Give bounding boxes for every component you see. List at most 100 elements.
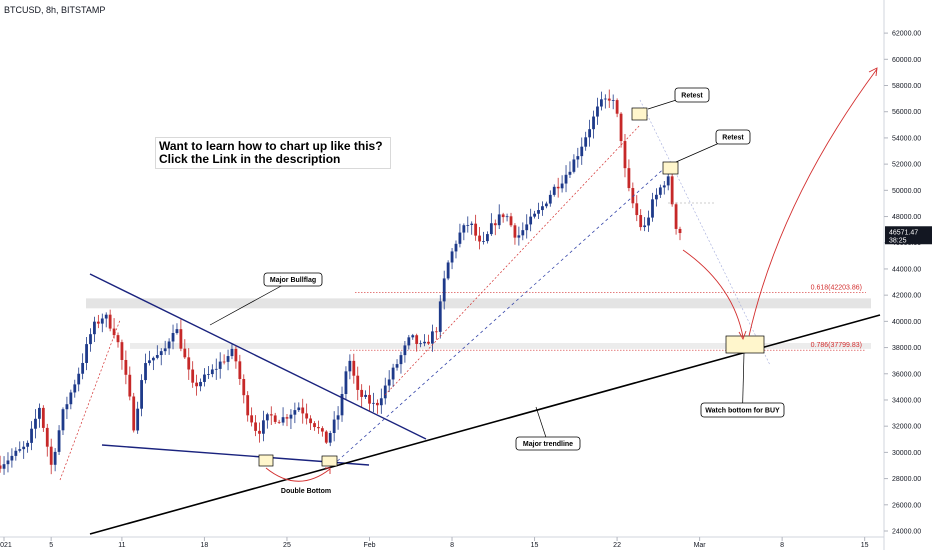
candle-body <box>10 455 14 461</box>
retest-box-2 <box>662 161 679 175</box>
support-zone-lower <box>130 342 871 349</box>
candle-body <box>246 395 250 416</box>
candle-body <box>273 415 277 422</box>
candle-body <box>474 223 478 236</box>
candle-body <box>379 398 383 406</box>
candle-body <box>486 234 489 242</box>
candle-body <box>348 360 352 372</box>
candle-body <box>552 186 556 195</box>
candle-body <box>38 407 41 419</box>
price-tick-label: 32000.00 <box>892 424 921 431</box>
candle-body <box>438 301 442 332</box>
candle-body <box>387 379 391 386</box>
support-zone-upper-band <box>86 298 871 309</box>
retest-callout-2-box <box>715 129 751 145</box>
candle-body <box>61 409 65 431</box>
promo-line-2: Click the Link in the description <box>159 152 341 166</box>
candle-body <box>623 141 627 169</box>
candle-body <box>53 451 57 465</box>
candle-body <box>427 341 430 344</box>
time-tick-label: 22 <box>613 542 621 549</box>
candle-body <box>655 194 658 200</box>
candle-body <box>116 335 120 343</box>
time-tick-label: Feb <box>363 542 375 549</box>
candle-body <box>666 176 670 186</box>
candle-body <box>159 351 163 356</box>
candle-body <box>407 337 411 346</box>
candle-body <box>627 168 631 189</box>
candle-body <box>423 341 426 344</box>
candle-body <box>643 225 647 228</box>
candle-body <box>120 342 124 360</box>
candle-body <box>670 176 674 205</box>
candle-body <box>470 223 474 225</box>
buy-callout-leader <box>742 352 745 411</box>
candle-body <box>364 394 367 397</box>
candle-body <box>45 427 49 447</box>
candle-body <box>434 331 438 333</box>
price-axis[interactable]: 24000.00 26000.00 28000.00 30000.00 32000.00… <box>883 0 932 550</box>
candle-body <box>265 414 269 421</box>
bullflag-upper-line <box>89 273 427 440</box>
candle-body <box>478 235 481 242</box>
candle-body <box>415 335 419 344</box>
candle-body <box>599 99 603 107</box>
candle-body <box>513 225 517 238</box>
time-tick-label: 15 <box>861 542 869 549</box>
candle-body <box>529 216 533 225</box>
candle-body <box>541 206 544 211</box>
candle-body <box>93 321 96 335</box>
candle-body <box>619 113 623 142</box>
candle-body <box>277 421 281 423</box>
candle-body <box>73 384 77 393</box>
support-zones <box>86 298 871 349</box>
candle-body <box>136 408 140 431</box>
candle-body <box>544 203 548 207</box>
price-tick-label: 24000.00 <box>892 529 921 536</box>
candle-body <box>230 348 234 357</box>
candle-body <box>14 450 18 456</box>
bullflag-callout-label: Major Bullflag <box>270 277 316 284</box>
candle-body <box>501 214 505 218</box>
buy-callout-label: Watch bottom for BUY <box>705 408 780 415</box>
price-tick-label: 36000.00 <box>892 371 921 378</box>
candle-body <box>226 356 230 362</box>
price-tick-label: 58000.00 <box>892 83 921 90</box>
candle-body <box>525 224 529 231</box>
candle-body <box>360 389 364 397</box>
retest-callout-1-box <box>674 87 710 103</box>
retest-callout-1-label: Retest <box>681 93 703 100</box>
candle-body <box>352 360 356 376</box>
time-axis[interactable]: 2021 5 11 18 25 Feb 8 15 22 Mar 8 15 <box>0 536 884 549</box>
candle-body <box>179 329 183 349</box>
candle-body <box>356 375 360 390</box>
candle-body <box>65 404 69 410</box>
candle-body <box>505 216 509 218</box>
double-bottom-arc <box>265 467 331 482</box>
candle-body <box>320 428 324 432</box>
price-tick-label: 26000.00 <box>892 502 921 509</box>
price-tick-label: 60000.00 <box>892 57 921 64</box>
projection-arrow-down <box>682 249 744 338</box>
retest-callout-2-label: Retest <box>722 135 744 142</box>
candle-body <box>458 232 462 244</box>
candle-body <box>537 210 540 214</box>
price-tick-label: 44000.00 <box>892 266 921 273</box>
candle-body <box>301 407 305 414</box>
candle-body <box>497 214 501 226</box>
candle-body <box>22 446 26 450</box>
candle-body <box>466 224 470 226</box>
candle-body <box>250 415 254 423</box>
candle-body <box>419 343 423 345</box>
candle-body <box>124 359 128 375</box>
candle-body <box>560 183 564 189</box>
time-tick-label: 18 <box>201 542 209 549</box>
candle-body <box>658 187 662 195</box>
candle-body <box>297 407 301 411</box>
arrowhead-down <box>738 330 747 341</box>
candle-body <box>332 419 336 434</box>
price-tick-label: 38000.00 <box>892 345 921 352</box>
candle-body <box>521 230 525 236</box>
candle-body <box>81 362 85 374</box>
